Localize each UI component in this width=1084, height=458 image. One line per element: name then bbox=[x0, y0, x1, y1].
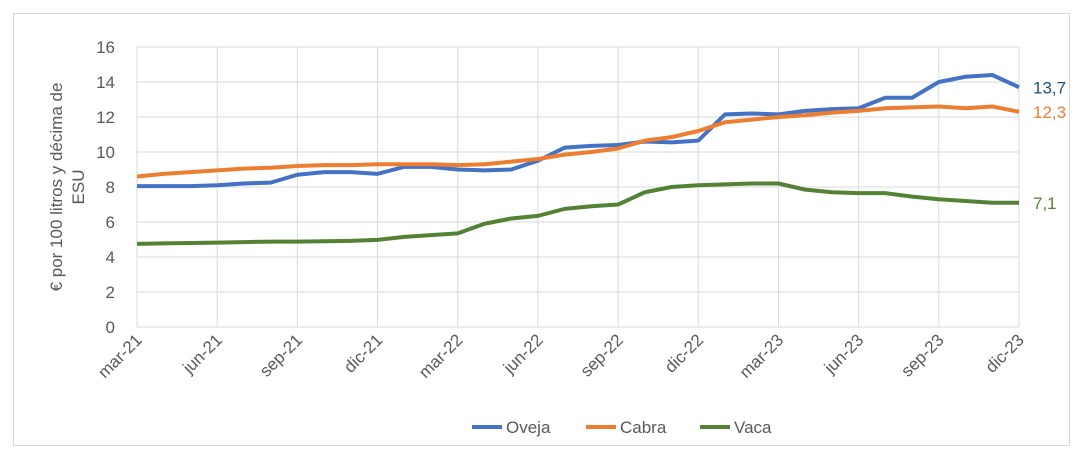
y-tick-label: 0 bbox=[106, 318, 115, 337]
chart-frame bbox=[13, 13, 1070, 446]
y-tick-label: 10 bbox=[96, 143, 115, 162]
y-tick-label: 14 bbox=[96, 73, 115, 92]
data-label: 12,3 bbox=[1033, 103, 1066, 122]
legend-label: Cabra bbox=[620, 418, 667, 437]
y-tick-label: 4 bbox=[106, 248, 115, 267]
y-tick-label: 6 bbox=[106, 213, 115, 232]
y-tick-label: 16 bbox=[96, 38, 115, 57]
data-label: 13,7 bbox=[1033, 78, 1066, 97]
y-axis-title-line: ESU bbox=[69, 170, 88, 205]
series-line bbox=[136, 181, 1019, 246]
y-tick-label: 2 bbox=[106, 283, 115, 302]
y-axis-title: € por 100 litros y décima de ESU bbox=[47, 83, 88, 292]
data-label: 7,1 bbox=[1033, 194, 1057, 213]
y-tick-label: 12 bbox=[96, 108, 115, 127]
y-axis-title-line: € por 100 litros y décima de bbox=[47, 83, 66, 292]
legend-label: Vaca bbox=[734, 418, 772, 437]
series-line bbox=[137, 73, 1020, 189]
legend-label: Oveja bbox=[506, 418, 551, 437]
series-line bbox=[136, 104, 1020, 179]
y-tick-label: 8 bbox=[106, 178, 115, 197]
